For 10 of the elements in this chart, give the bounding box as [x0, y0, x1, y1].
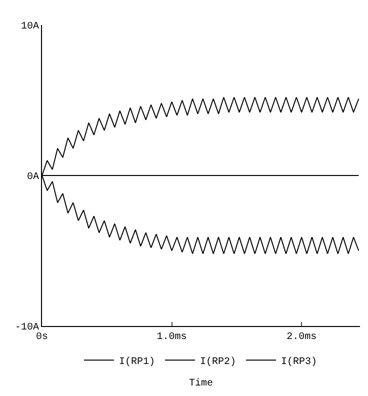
x-axis-title: Time — [188, 378, 214, 390]
legend-label: I(RP2) — [200, 356, 236, 368]
y-tick-label: 0A — [26, 172, 39, 183]
x-tick-label: 2.0ms — [286, 332, 317, 343]
y-tick-label: -10A — [14, 322, 39, 334]
x-tick-label: 0s — [36, 332, 48, 343]
legend-label: I(RP3) — [281, 356, 318, 368]
x-tick-label: 1.0ms — [156, 332, 187, 343]
legend-label: I(RP1) — [119, 356, 156, 368]
y-tick-label: 10A — [20, 22, 39, 32]
